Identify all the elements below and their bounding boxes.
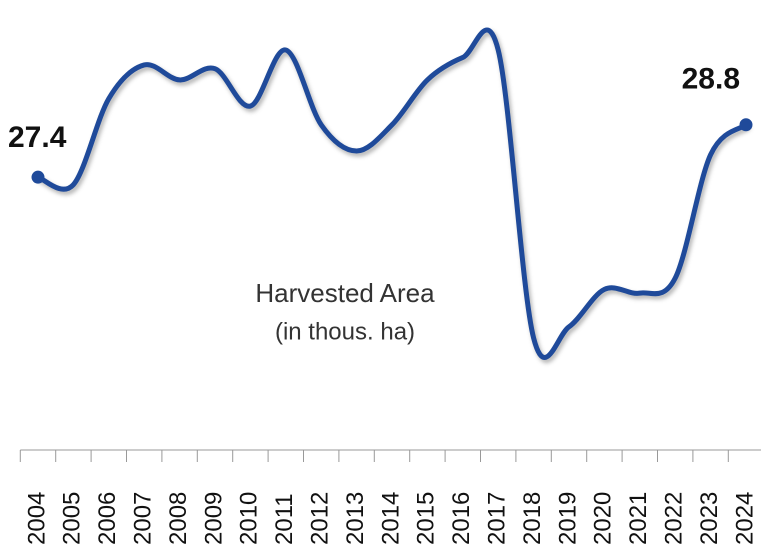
line — [35, 27, 749, 360]
x-tick-label: 2013 — [342, 492, 369, 545]
x-tick-label: 2021 — [625, 492, 652, 545]
x-tick-label: 2018 — [519, 492, 546, 545]
end-point — [739, 118, 753, 132]
x-tick-label: 2006 — [94, 492, 121, 545]
x-tick-label: 2005 — [59, 492, 86, 545]
x-tick-label: 2015 — [413, 492, 440, 545]
x-tick-label: 2010 — [236, 492, 263, 545]
x-tick-label: 2009 — [200, 492, 227, 545]
x-tick-label: 2022 — [661, 492, 688, 545]
x-tick-label: 2020 — [590, 492, 617, 545]
x-tick-label: 2017 — [484, 492, 511, 545]
data-label: 28.8 — [682, 63, 740, 96]
data-label: 27.4 — [8, 121, 67, 154]
x-tick-label: 2023 — [696, 492, 723, 545]
x-tick-label: 2011 — [271, 493, 298, 545]
x-tick-label: 2012 — [307, 492, 334, 545]
x-tick-label: 2008 — [165, 492, 192, 545]
x-tick-label: 2019 — [554, 492, 581, 545]
x-tick-label: 2014 — [377, 492, 404, 545]
x-tick-label: 2004 — [23, 492, 50, 545]
x-tick-label: 2016 — [448, 492, 475, 545]
chart-subtitle: (in thous. ha) — [275, 318, 415, 345]
x-tick-label: 2007 — [130, 492, 157, 545]
chart-title: Harvested Area — [255, 278, 435, 308]
end-point — [31, 170, 45, 184]
x-tick-label: 2024 — [731, 492, 758, 545]
